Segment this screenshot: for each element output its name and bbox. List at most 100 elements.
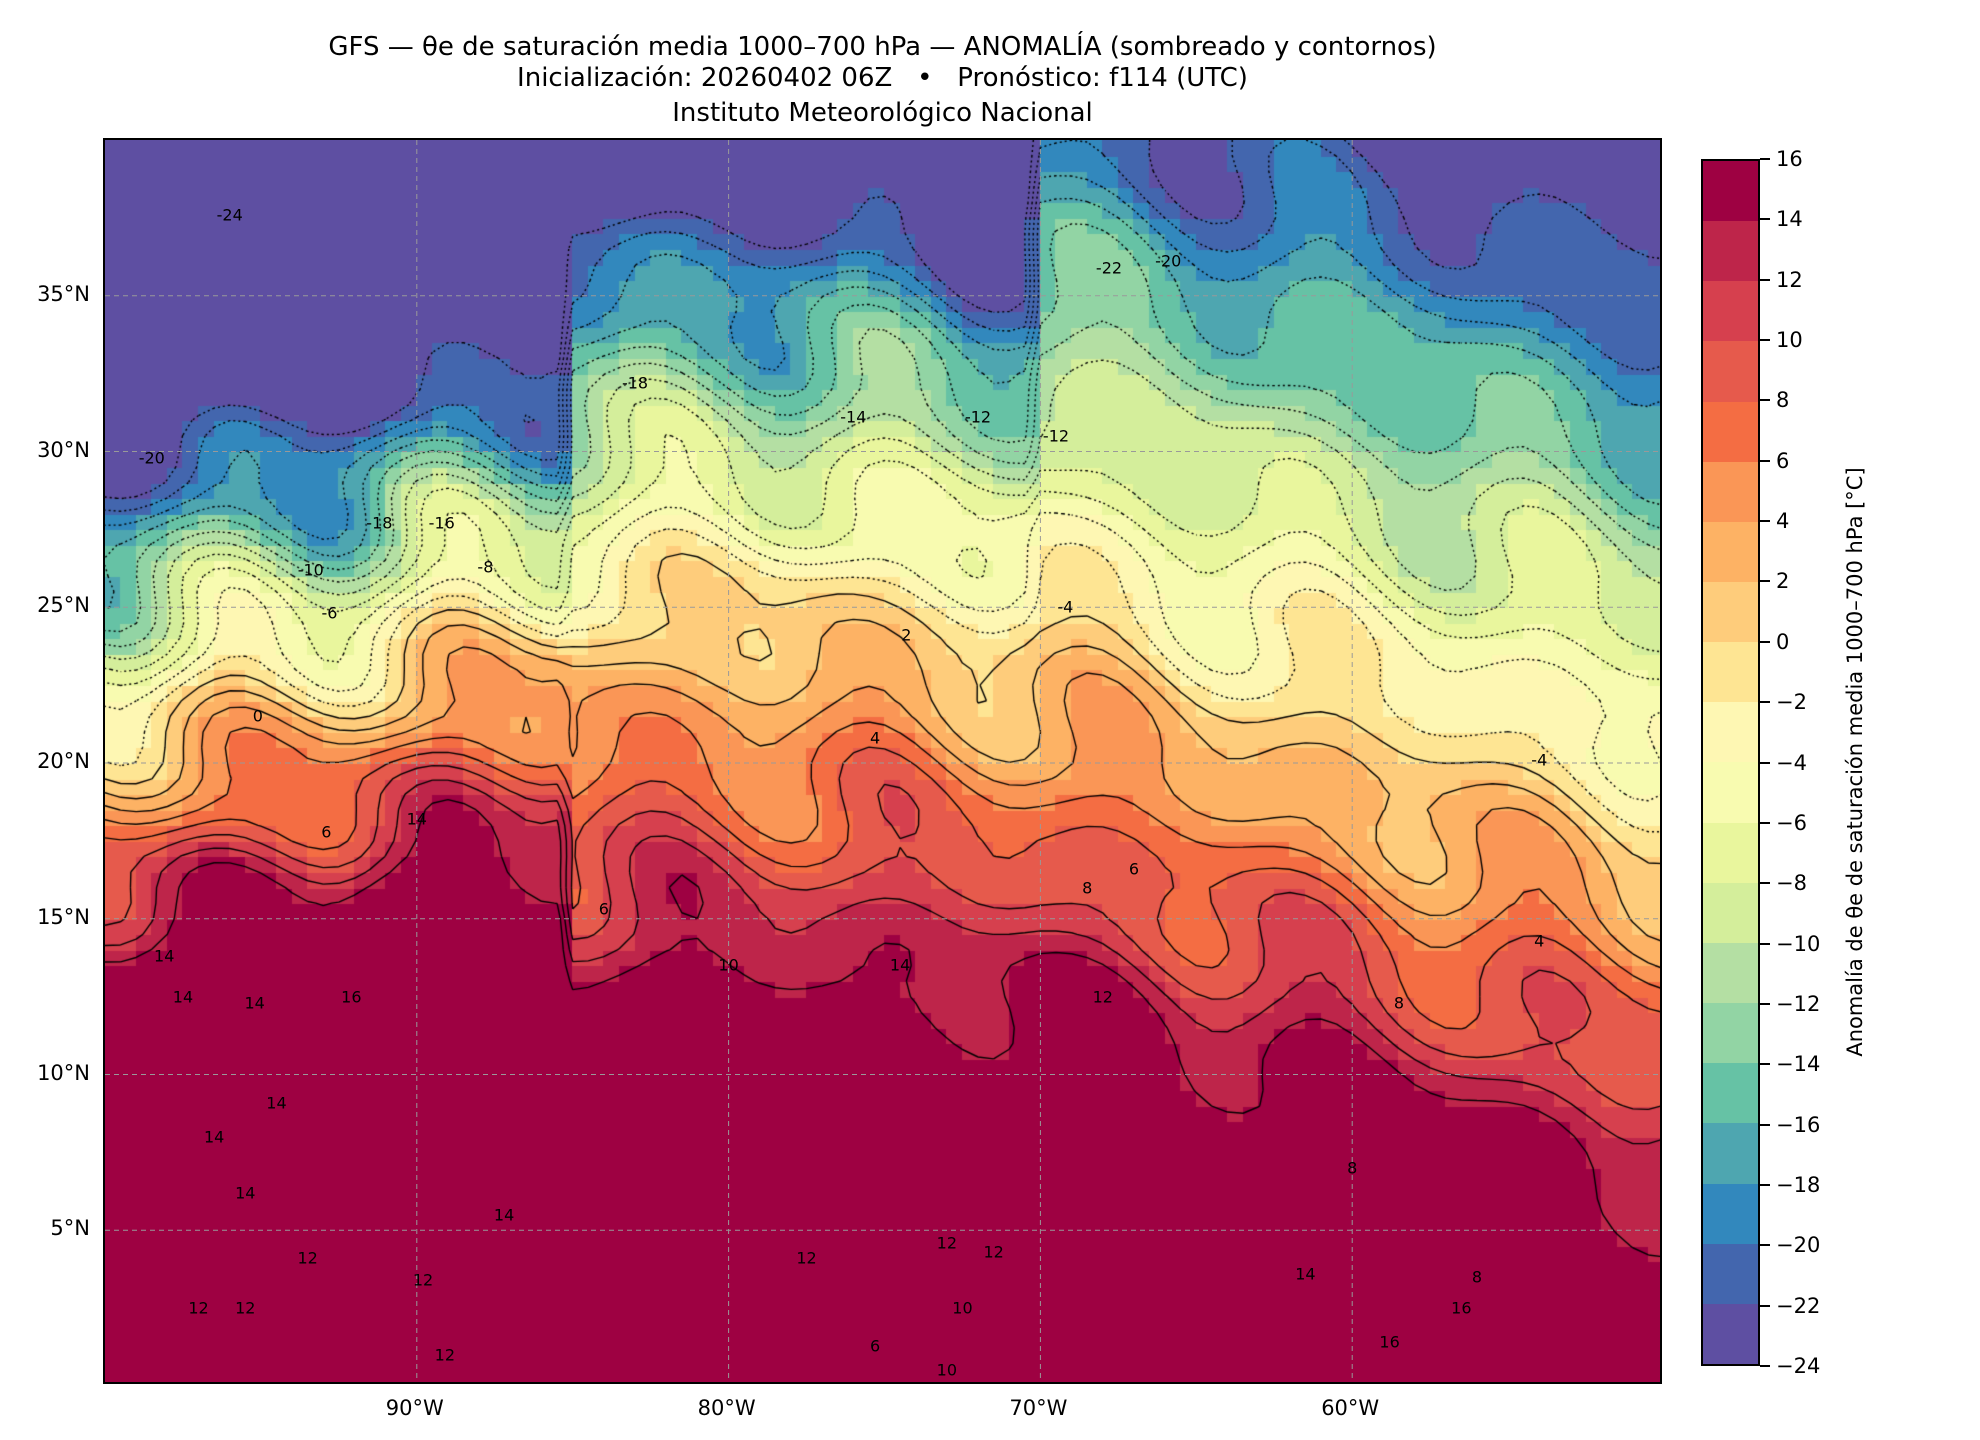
x-tick-label: 70°W — [1009, 1396, 1068, 1420]
colorbar-tick — [1760, 1063, 1770, 1066]
colorbar-tick — [1760, 520, 1770, 523]
colorbar-tick-label: −24 — [1776, 1354, 1821, 1378]
colorbar-tick — [1760, 1244, 1770, 1247]
contour-label: 12 — [412, 1270, 434, 1290]
contour-label: 14 — [889, 955, 911, 975]
contour-label: -24 — [216, 205, 243, 225]
y-tick-label: 5°N — [50, 1216, 90, 1241]
contour-label: 16 — [1451, 1298, 1472, 1318]
contour-label: 6 — [321, 822, 332, 842]
x-tick-label: 90°W — [385, 1396, 444, 1420]
contour-label: -18 — [366, 513, 393, 533]
colorbar-bin — [1703, 521, 1758, 582]
colorbar-tick — [1760, 1365, 1770, 1367]
colorbar-tick-label: 8 — [1776, 388, 1790, 413]
contour-label: 8 — [1471, 1267, 1482, 1287]
contour-label: 12 — [936, 1233, 958, 1253]
colorbar-tick-label: 16 — [1776, 147, 1803, 171]
contour-label: -20 — [138, 448, 165, 468]
colorbar-tick-label: −16 — [1776, 1112, 1821, 1137]
colorbar-bin — [1703, 401, 1758, 462]
contour-label: 12 — [983, 1242, 1004, 1262]
contour-label: 2 — [901, 625, 912, 645]
contour-label: 14 — [244, 993, 265, 1013]
contour-label: 8 — [1082, 878, 1093, 898]
contour-label: 6 — [870, 1336, 881, 1355]
colorbar-tick-label: 10 — [1776, 328, 1803, 353]
colorbar-tick — [1760, 640, 1770, 643]
colorbar-tick-label: −6 — [1776, 810, 1807, 835]
contour-label: -18 — [621, 373, 649, 393]
contour-label: -16 — [428, 513, 455, 533]
colorbar-bin — [1703, 160, 1758, 222]
colorbar-tick — [1760, 1183, 1770, 1186]
colorbar-tick — [1760, 278, 1770, 281]
colorbar-tick — [1760, 761, 1770, 764]
colorbar-bin — [1703, 341, 1758, 402]
colorbar-bin — [1703, 642, 1758, 703]
title-line-2: Inicialización: 20260402 06Z • Pronóstic… — [517, 63, 1248, 93]
contour-label: 10 — [718, 955, 739, 975]
colorbar-tick — [1760, 339, 1770, 342]
colorbar-bin — [1703, 1123, 1758, 1184]
contour-label: 14 — [1295, 1264, 1316, 1284]
colorbar-tick-label: −22 — [1776, 1293, 1821, 1318]
colorbar-label: Anomalía de θe de saturación media 1000–… — [1843, 467, 1867, 1057]
contour-label: -6 — [321, 603, 338, 623]
colorbar-bin — [1703, 1063, 1758, 1124]
colorbar-bin — [1703, 221, 1758, 282]
x-tick-label: 80°W — [697, 1396, 756, 1420]
contour-label: 14 — [406, 809, 427, 829]
colorbar-tick — [1760, 821, 1770, 824]
colorbar-tick — [1760, 1304, 1770, 1307]
colorbar-tick — [1760, 942, 1770, 945]
map-plot-area[interactable]: -24 -18 -14 -12 -12 -22 -20 -20 -18 -16 -10 -8 -6 -4 2… — [103, 138, 1662, 1384]
y-tick-label: 35°N — [37, 281, 90, 306]
shaded-anomaly-field — [105, 140, 1660, 1382]
contour-label: 12 — [434, 1345, 456, 1365]
colorbar-tick — [1760, 158, 1770, 160]
contour-label: -10 — [297, 560, 324, 580]
colorbar — [1701, 159, 1760, 1366]
contour-label: 14 — [154, 946, 175, 966]
colorbar-tick-label: −10 — [1776, 931, 1821, 956]
contour-label: -22 — [1095, 258, 1123, 278]
contour-label: 12 — [1092, 987, 1113, 1007]
colorbar-tick-label: −2 — [1776, 690, 1807, 715]
contour-label: 14 — [493, 1205, 515, 1225]
contour-label: 12 — [297, 1248, 318, 1268]
colorbar-tick — [1760, 882, 1770, 885]
y-tick-label: 10°N — [37, 1060, 90, 1085]
gridlines-and-contours — [105, 140, 1660, 1382]
contour-label: 8 — [1393, 993, 1405, 1013]
contour-label: -8 — [477, 557, 494, 577]
x-tick-label: 60°W — [1321, 1396, 1380, 1420]
contour-label: 6 — [598, 899, 609, 919]
colorbar-tick-label: −18 — [1776, 1172, 1821, 1197]
contour-label: 12 — [235, 1298, 256, 1318]
colorbar-bin — [1703, 762, 1758, 823]
contour-label: 8 — [1347, 1158, 1358, 1178]
colorbar-tick-label: 0 — [1776, 629, 1790, 654]
colorbar-tick-label: −14 — [1776, 1052, 1821, 1077]
contour-label: 10 — [936, 1360, 958, 1380]
contour-label: -12 — [964, 407, 992, 427]
contour-label: -20 — [1155, 251, 1182, 271]
y-tick-label: 20°N — [37, 749, 90, 773]
contour-label: 14 — [266, 1093, 287, 1113]
contour-label: -12 — [1042, 426, 1070, 446]
colorbar-bin — [1703, 822, 1758, 883]
colorbar-tick-label: 6 — [1776, 448, 1790, 473]
colorbar-tick-label: −4 — [1776, 750, 1807, 775]
colorbar-tick-label: −12 — [1776, 991, 1821, 1016]
colorbar-bin — [1703, 1003, 1758, 1064]
colorbar-tick — [1760, 1123, 1770, 1126]
title-line-1: GFS — θe de saturación media 1000–700 hP… — [328, 32, 1437, 62]
contour-label: 16 — [1379, 1332, 1400, 1352]
colorbar-tick — [1760, 580, 1770, 583]
colorbar-tick-label: 12 — [1776, 267, 1803, 292]
colorbar-tick-label: −8 — [1776, 871, 1807, 896]
colorbar-bin — [1703, 581, 1758, 643]
colorbar-bin — [1703, 461, 1758, 522]
colorbar-bin — [1703, 1183, 1758, 1244]
